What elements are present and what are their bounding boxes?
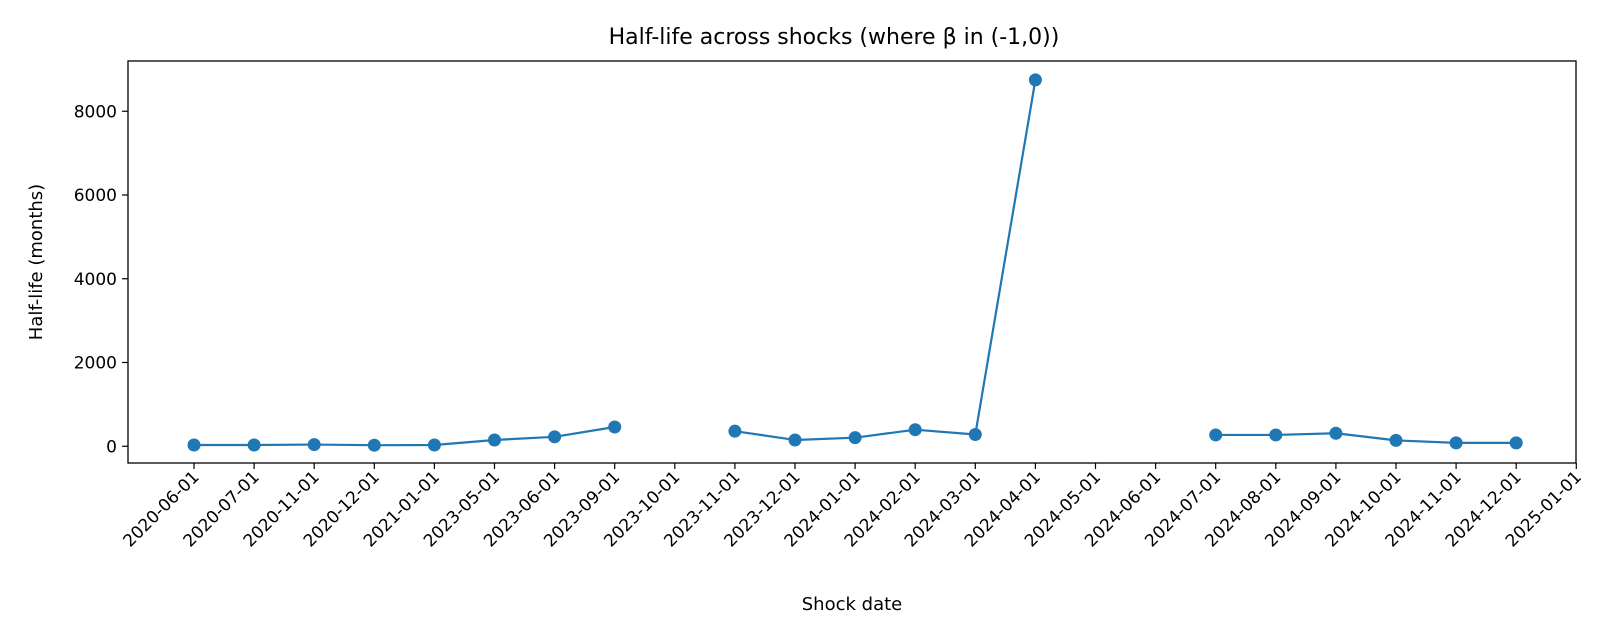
data-point — [1329, 426, 1343, 440]
chart-title: Half-life across shocks (where β in (-1,… — [609, 25, 1060, 50]
data-point — [1449, 436, 1463, 450]
series-line-segment — [1215, 432, 1517, 444]
data-point — [728, 424, 742, 438]
data-point — [788, 433, 802, 447]
series-line-segment — [194, 425, 615, 447]
data-point — [1209, 428, 1223, 442]
axis-ticks: 020004000600080002020-06-012020-07-01202… — [74, 102, 1586, 551]
y-tick-label: 0 — [106, 437, 117, 457]
x-axis-label: Shock date — [802, 594, 902, 615]
data-point — [307, 438, 321, 452]
data-point — [187, 438, 201, 452]
data-point — [1028, 73, 1042, 87]
y-tick-label: 2000 — [74, 354, 117, 374]
data-series — [187, 73, 1523, 452]
data-point — [848, 431, 862, 445]
data-point — [908, 423, 922, 437]
data-point — [968, 428, 982, 442]
series-line-segment — [734, 79, 1037, 442]
data-point — [608, 420, 622, 434]
y-tick-label: 8000 — [74, 102, 117, 122]
data-point — [488, 433, 501, 447]
data-point — [247, 438, 261, 452]
y-tick-label: 6000 — [74, 186, 117, 206]
data-point — [367, 438, 381, 452]
data-point — [427, 438, 441, 452]
y-tick-label: 4000 — [74, 270, 117, 290]
plot-frame — [127, 60, 1577, 464]
plot-area: 020004000600080002020-06-012020-07-01202… — [74, 60, 1586, 551]
y-axis-label: Half-life (months) — [26, 184, 47, 340]
data-point — [548, 430, 562, 444]
data-point — [1389, 433, 1403, 447]
data-point — [1269, 428, 1283, 442]
data-point — [1509, 436, 1523, 450]
